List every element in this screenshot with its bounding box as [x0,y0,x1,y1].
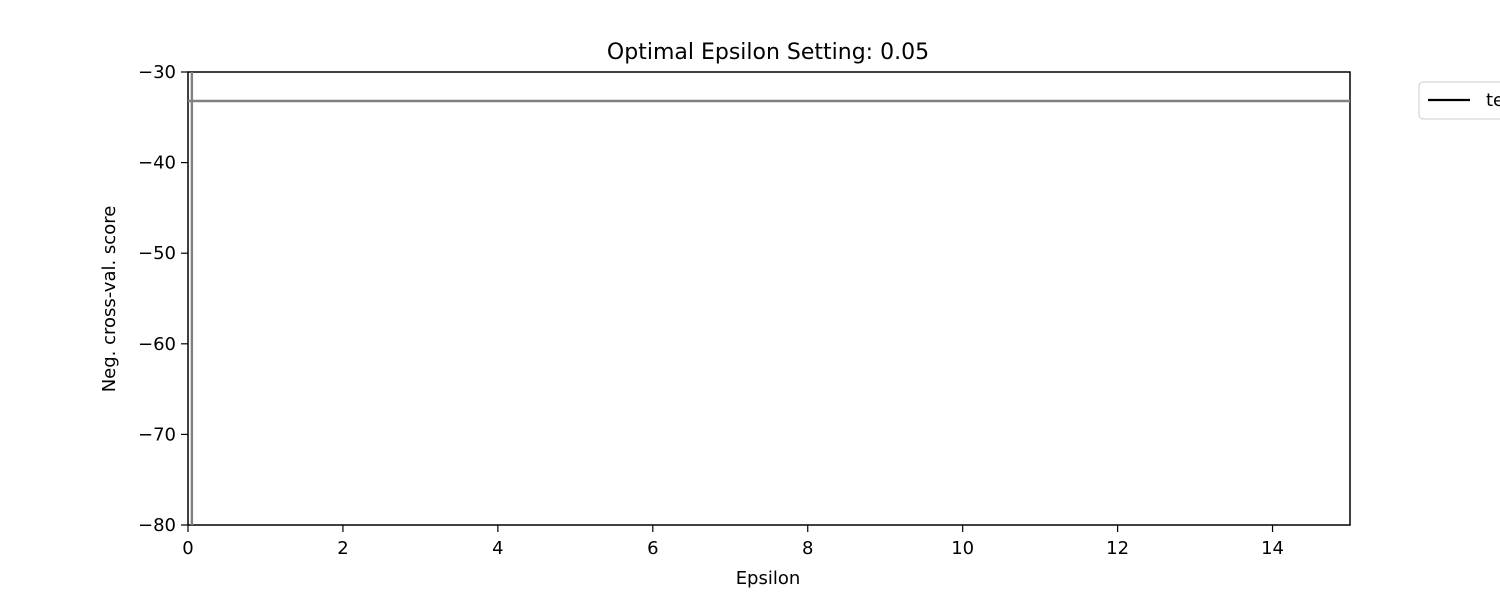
plot-area [187,71,1351,526]
y-axis-ticks: −30 −40 −50 −60 −70 −80 [138,62,188,536]
x-tick-label: 8 [802,538,813,559]
y-tick-label: −70 [138,424,176,445]
plot-frame [187,71,1351,526]
x-tick-label: 12 [1106,538,1129,559]
y-tick-label: −80 [138,515,176,536]
x-tick-label: 6 [647,538,658,559]
y-tick-label: −40 [138,153,176,174]
legend-entry-label: te [1486,90,1500,111]
chart-title: Optimal Epsilon Setting: 0.05 [607,40,929,65]
legend: te [1418,81,1500,120]
x-tick-label: 4 [492,538,503,559]
y-tick-label: −50 [138,243,176,264]
x-tick-label: 2 [337,538,348,559]
y-axis-label: Neg. cross-val. score [99,206,120,393]
y-tick-label: −60 [138,334,176,355]
data-layer [188,72,1350,525]
x-axis-label: Epsilon [736,568,801,589]
x-axis-ticks: 0 2 4 6 8 10 12 14 [182,525,1284,559]
x-tick-label: 0 [182,538,193,559]
x-tick-label: 10 [951,538,974,559]
y-tick-label: −30 [138,62,176,83]
x-tick-label: 14 [1261,538,1284,559]
